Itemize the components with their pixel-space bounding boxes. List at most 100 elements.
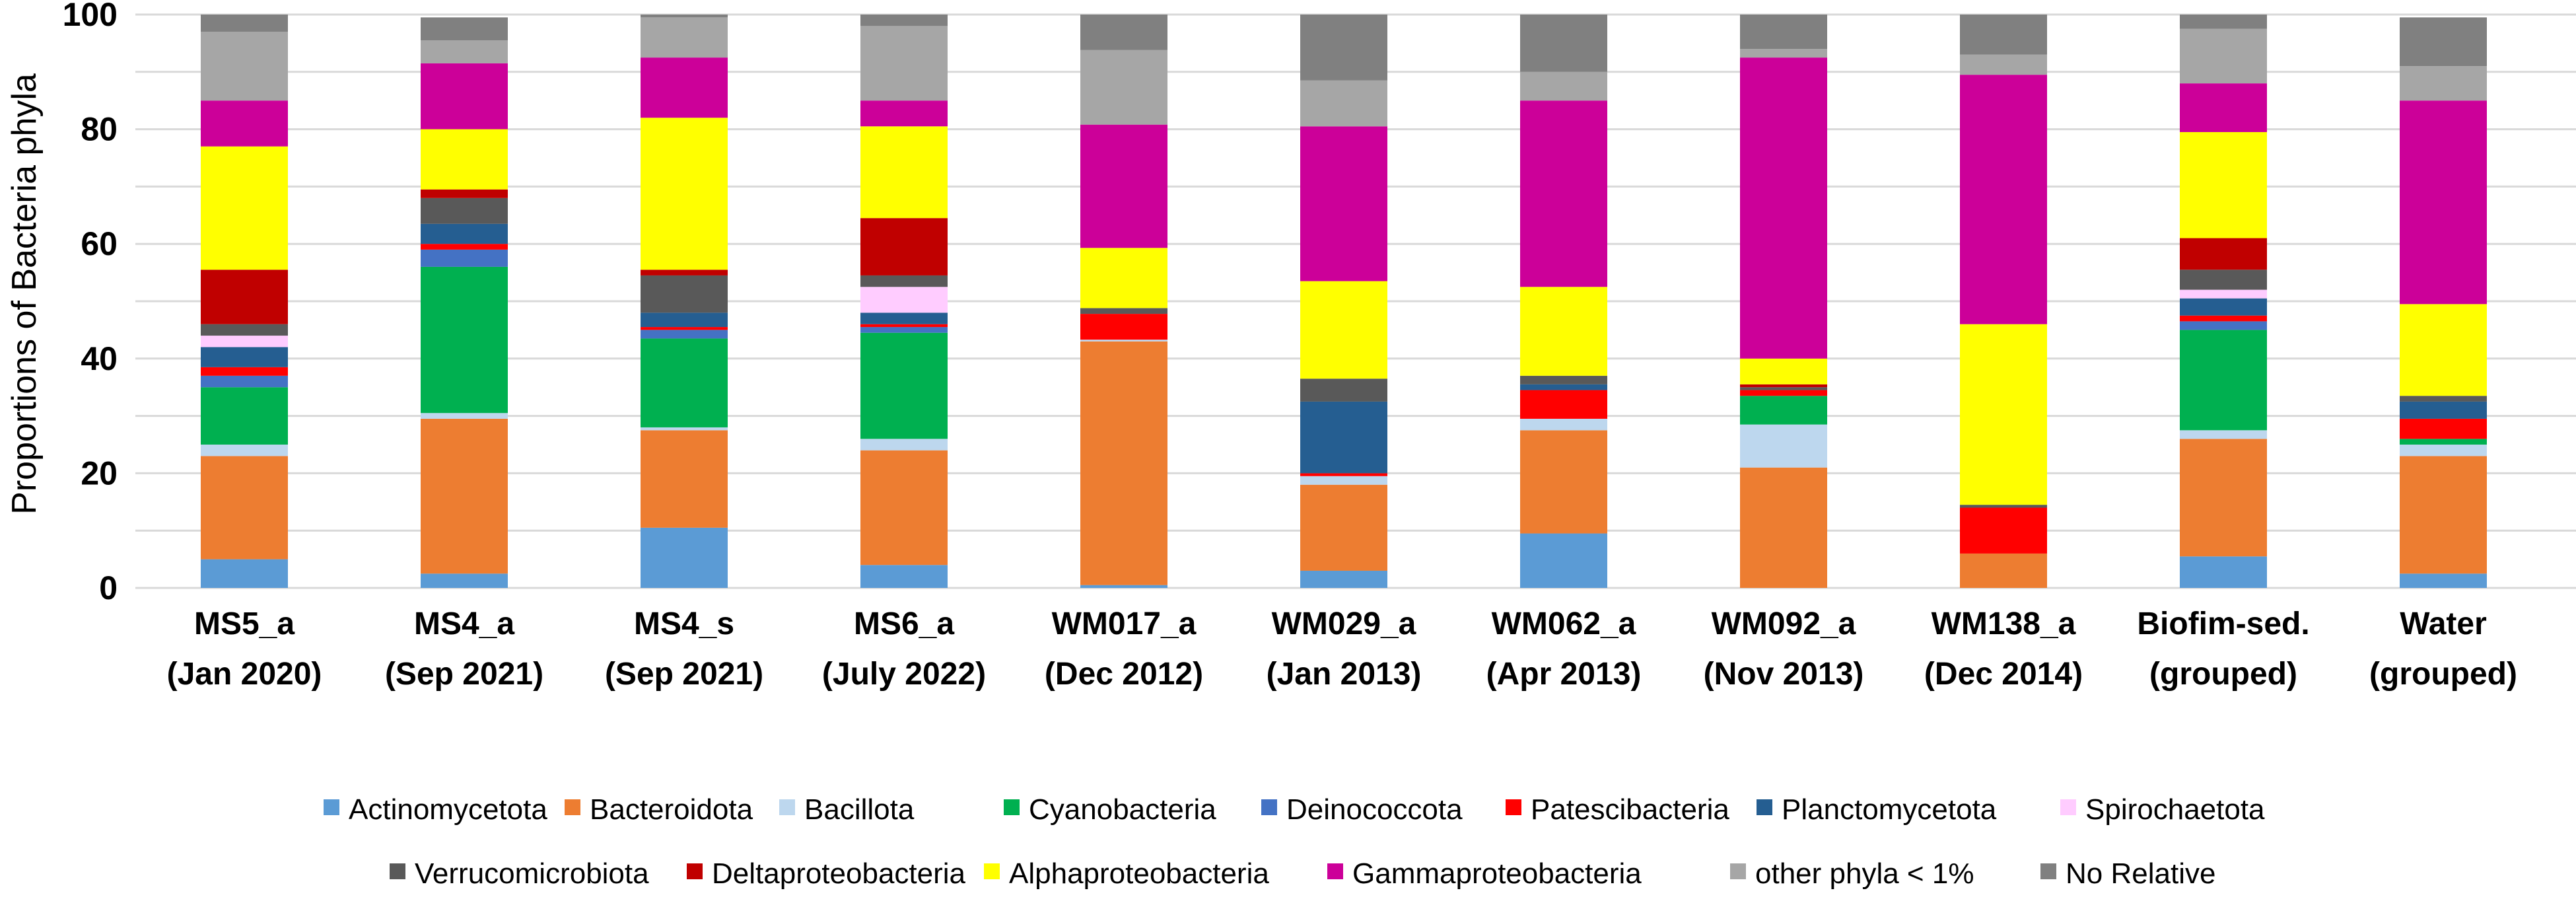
category-label-line2: (Dec 2014) <box>1924 657 2083 692</box>
y-tick-label: 100 <box>63 0 118 33</box>
category-label-line2: (Dec 2012) <box>1045 657 1203 692</box>
bar-segment-gammaproteobacteria <box>1300 126 1387 281</box>
bar-segment-bacteroidota <box>1520 430 1607 534</box>
bar-segment-alphaproteobacteria <box>860 126 948 219</box>
bar-segment-alphaproteobacteria <box>421 129 508 190</box>
bar-segment-verrucomicrobiota <box>1740 387 1827 390</box>
bar-stack-5 <box>1300 15 1387 588</box>
bar-segment-actinomycetota <box>1300 570 1387 588</box>
bar-stack-10 <box>2400 17 2487 588</box>
legend-item: Bacillota <box>779 793 915 826</box>
bar-segment-bacteroidota <box>860 450 948 565</box>
bar-segment-alphaproteobacteria <box>1740 358 1827 384</box>
bar-segment-patescibacteria <box>1740 390 1827 396</box>
bar-segment-verrucomicrobiota <box>201 324 288 336</box>
bar-segment-bacillota <box>2180 430 2267 439</box>
bar-segment-other-phyla-1- <box>1080 50 1167 125</box>
legend-item: other phyla < 1% <box>1730 857 1974 890</box>
bar-segment-bacillota <box>1520 418 1607 431</box>
bar-segment-no-relative <box>2180 15 2267 29</box>
y-tick-label: 20 <box>81 454 118 491</box>
bar-segment-planctomycetota <box>201 347 288 367</box>
bar-segment-patescibacteria <box>1300 473 1387 476</box>
y-axis-tick-labels: 0 20 40 60 80 100 <box>63 0 118 606</box>
legend-swatch <box>324 799 339 815</box>
bar-segment-deltaproteobacteria <box>2180 238 2267 270</box>
legend-label: Planctomycetota <box>1782 793 1997 826</box>
category-label-line2: (grouped) <box>2369 657 2517 692</box>
bar-segment-bacillota <box>421 413 508 419</box>
bar-segment-planctomycetota <box>1520 384 1607 390</box>
legend-item: Cyanobacteria <box>1004 793 1216 826</box>
bar-segment-deinococcota <box>2180 321 2267 330</box>
bar-segment-deltaproteobacteria <box>860 218 948 275</box>
bar-segment-cyanobacteria <box>860 332 948 439</box>
bar-stack-1 <box>421 17 508 588</box>
bar-segment-other-phyla-1- <box>201 32 288 101</box>
bar-segment-other-phyla-1- <box>421 40 508 63</box>
bar-segment-verrucomicrobiota <box>641 275 728 313</box>
legend-item: Deinococcota <box>1261 793 1463 826</box>
bar-segment-actinomycetota <box>2180 556 2267 588</box>
bar-segment-gammaproteobacteria <box>860 100 948 127</box>
bar-segment-other-phyla-1- <box>1960 54 2047 75</box>
bar-segment-no-relative <box>1960 15 2047 55</box>
category-label-line1: WM062_a <box>1492 606 1636 641</box>
bar-segment-alphaproteobacteria <box>2400 304 2487 396</box>
legend-label: Alphaproteobacteria <box>1009 857 1269 890</box>
bar-segment-patescibacteria <box>421 244 508 250</box>
bar-segment-actinomycetota <box>2400 573 2487 588</box>
bar-segment-cyanobacteria <box>641 338 728 427</box>
bar-segment-deltaproteobacteria <box>421 189 508 198</box>
category-label-line1: Water <box>2400 606 2487 641</box>
legend-swatch <box>2060 799 2076 815</box>
legend-label: Patescibacteria <box>1531 793 1729 826</box>
bar-segment-bacteroidota <box>2400 456 2487 574</box>
bar-stack-8 <box>1960 15 2047 588</box>
bar-segment-verrucomicrobiota <box>1960 505 2047 508</box>
legend-item: Patescibacteria <box>1506 793 1729 826</box>
bar-stack-0 <box>201 15 288 588</box>
bar-segment-verrucomicrobiota <box>1520 375 1607 384</box>
bar-segment-gammaproteobacteria <box>1080 124 1167 248</box>
bar-segment-bacteroidota <box>421 418 508 574</box>
bar-segment-other-phyla-1- <box>2180 28 2267 84</box>
legend: Actinomycetota Bacteroidota Bacillota Cyano… <box>324 793 2265 890</box>
bar-segment-cyanobacteria <box>2180 330 2267 431</box>
bar-segment-other-phyla-1- <box>1520 71 1607 101</box>
y-tick-label: 80 <box>81 111 118 148</box>
legend-label: Spirochaetota <box>2085 793 2265 826</box>
category-label-line1: MS4_s <box>634 606 734 641</box>
bar-segment-gammaproteobacteria <box>1960 75 2047 324</box>
bar-segment-gammaproteobacteria <box>1740 57 1827 359</box>
bar-segment-alphaproteobacteria <box>1080 248 1167 308</box>
bar-segment-verrucomicrobiota <box>1300 379 1387 402</box>
bar-segment-patescibacteria <box>1520 390 1607 419</box>
bar-segment-bacteroidota <box>1080 341 1167 585</box>
bar-segment-no-relative <box>1300 15 1387 81</box>
bar-segment-bacillota <box>1080 340 1167 342</box>
bar-segment-no-relative <box>641 15 728 18</box>
legend-label: Deltaproteobacteria <box>712 857 966 890</box>
legend-swatch <box>1327 863 1343 879</box>
bar-segment-planctomycetota <box>2400 401 2487 419</box>
bar-segment-gammaproteobacteria <box>421 63 508 129</box>
legend-swatch <box>1506 799 1521 815</box>
category-label-line2: (Sep 2021) <box>385 657 543 692</box>
legend-label: Deinococcota <box>1286 793 1463 826</box>
bar-segment-alphaproteobacteria <box>1300 281 1387 379</box>
bar-segment-no-relative <box>1740 15 1827 50</box>
bar-segment-bacteroidota <box>641 430 728 528</box>
bar-stack-3 <box>860 15 948 588</box>
legend-item: Gammaproteobacteria <box>1327 857 1642 890</box>
bar-segment-verrucomicrobiota <box>2400 396 2487 402</box>
bar-segment-other-phyla-1- <box>2400 66 2487 101</box>
y-axis-title: Proportions of Bacteria phyla <box>5 73 44 515</box>
legend-swatch <box>1730 863 1746 879</box>
bar-segment-verrucomicrobiota <box>421 198 508 224</box>
bar-segment-patescibacteria <box>860 324 948 328</box>
bar-stack-4 <box>1080 15 1167 588</box>
legend-item: Actinomycetota <box>324 793 547 826</box>
bar-stack-7 <box>1740 15 1827 588</box>
bar-segment-deinococcota <box>860 327 948 333</box>
